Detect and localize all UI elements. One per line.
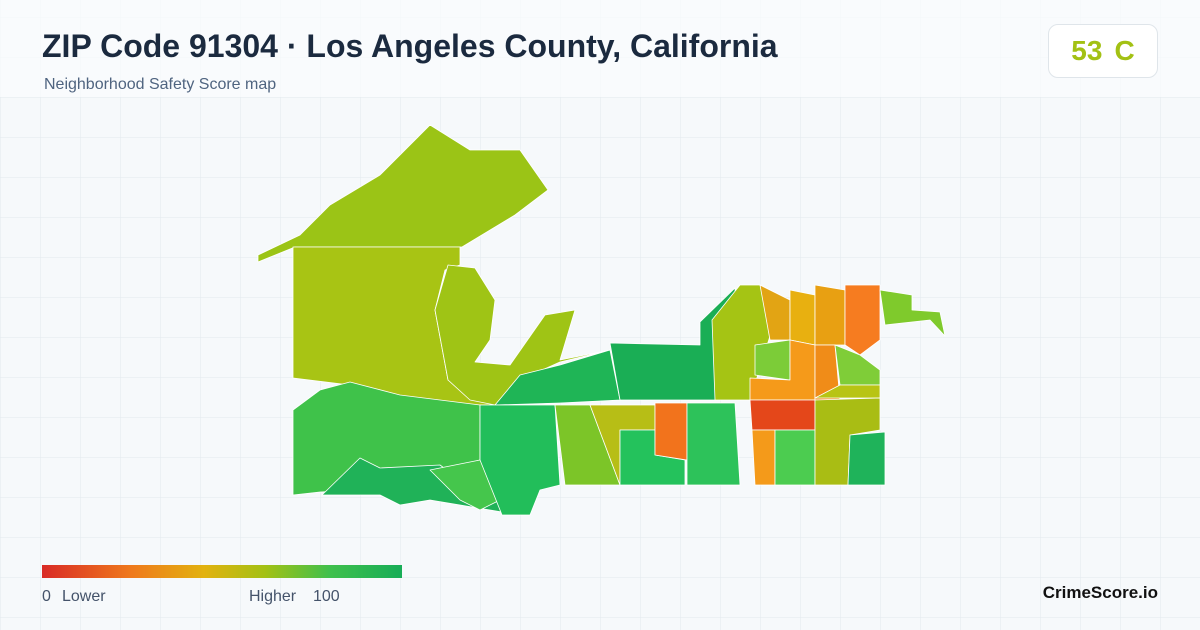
zip-area: [479, 404, 561, 516]
zip-area: [749, 399, 816, 431]
zip-area: [609, 287, 741, 401]
legend-max-label: Higher: [249, 588, 297, 605]
zip-area: [434, 264, 611, 406]
zip-area: [654, 402, 688, 461]
score-badge: 53 C: [1048, 24, 1158, 78]
zip-area: [814, 284, 846, 346]
zip-area: [847, 431, 886, 486]
score-grade: C: [1114, 35, 1135, 66]
zip-area: [429, 459, 501, 511]
legend-min-label: Lower: [62, 588, 106, 605]
zip-area: [879, 289, 946, 337]
zip-area: [774, 429, 816, 486]
title: ZIP Code 91304 · Los Angeles County, Cal…: [42, 28, 778, 64]
legend-min: 0: [42, 588, 51, 605]
zip-area: [789, 289, 816, 346]
score-value: 53: [1071, 35, 1103, 66]
zip-area: [844, 284, 881, 356]
zip-area: [814, 384, 881, 399]
zip-area: [686, 402, 741, 486]
legend-max: 100: [313, 588, 340, 605]
subtitle: Neighborhood Safety Score map: [44, 76, 277, 93]
header-band: [0, 0, 1200, 97]
zip-areas: [257, 124, 946, 516]
zip-area: [834, 344, 881, 386]
brand: CrimeScore.io: [1042, 583, 1158, 602]
legend-gradient: [42, 565, 402, 578]
zip-area: [754, 339, 791, 381]
zip-area: [751, 429, 776, 486]
zip-area: [494, 349, 621, 406]
